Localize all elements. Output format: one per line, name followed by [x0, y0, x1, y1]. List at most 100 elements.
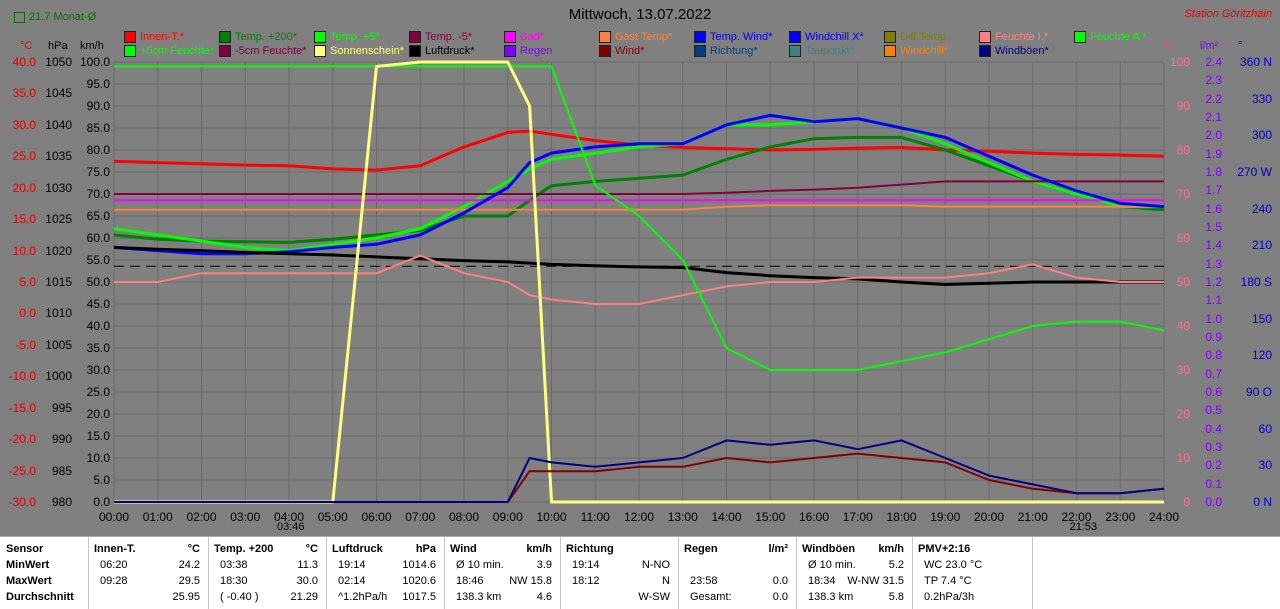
- legend-label: Wind*: [615, 45, 645, 57]
- stats-cell-label: 19:14: [572, 559, 600, 571]
- sunrise-time: 03:46: [277, 521, 305, 533]
- legend-item: -5cm Feuchte*: [219, 45, 307, 57]
- axis-tick-label: 0.4: [1205, 421, 1222, 436]
- legend-item: Feuchte I.*: [979, 31, 1048, 43]
- x-tick-label: 15:00: [755, 510, 786, 524]
- stats-column: Regen l/m² 23:58 0.0 Gesamt: 0.0: [678, 537, 797, 609]
- legend-swatch: [504, 31, 516, 43]
- legend-item: Richtung*: [694, 45, 758, 57]
- stats-cell-value: 29.5: [178, 575, 200, 587]
- stats-cell-label: 138.3 km: [456, 591, 502, 603]
- legend-item: Windchill*: [884, 45, 948, 57]
- axis-tick-label: 10.0: [12, 243, 36, 258]
- legend-item: Taupunkt*: [789, 45, 854, 57]
- stats-cell-value: 1017.5: [402, 591, 436, 603]
- legend-swatch: [504, 45, 516, 57]
- axis-tick-label: 300: [1251, 128, 1272, 143]
- axis-tick-label: 990: [51, 432, 72, 447]
- axis-tick-label: 10.0: [86, 451, 110, 465]
- weather-chart: [113, 60, 1165, 504]
- axis-tick-label: 0.7: [1205, 366, 1222, 381]
- stats-column-unit: °C: [305, 543, 318, 555]
- axis-tick-label: 15.0: [12, 212, 36, 227]
- stats-cell-label: WC 23.0 °C: [924, 559, 983, 571]
- axis-tick-label: 0.9: [1205, 330, 1222, 344]
- axis-tick-label: 80: [1176, 143, 1190, 157]
- x-tick-label: 10:00: [536, 510, 567, 524]
- axis-tick-label: -5.0: [15, 337, 36, 352]
- legend-item: Luftdruck*: [409, 45, 475, 57]
- legend-label: Richtung*: [710, 45, 758, 57]
- stats-cell-label: 18:34: [808, 575, 836, 587]
- axis-tick-label: 0.5: [1205, 403, 1222, 418]
- legend-item: Wind*: [599, 45, 644, 57]
- x-tick-label: 02:00: [186, 510, 217, 524]
- legend-item: Feuchte A.*: [1074, 31, 1147, 43]
- axis-tick-label: 25.0: [12, 149, 36, 164]
- axis-tick-label: 65.0: [86, 209, 110, 223]
- legend-swatch: [979, 31, 991, 43]
- pressure-unit-label: hPa: [48, 40, 68, 52]
- legend-swatch: [124, 31, 136, 43]
- x-tick-label: 13:00: [667, 510, 698, 524]
- x-tick-label: 14:00: [711, 510, 742, 524]
- stats-cell-value: 3.9: [536, 559, 552, 571]
- axis-tick-label: 150: [1251, 311, 1272, 326]
- axis-tick-label: 240: [1251, 201, 1272, 216]
- legend-swatch: [1074, 31, 1086, 43]
- axis-tick-label: 60: [1258, 421, 1272, 436]
- legend-swatch: [314, 31, 326, 43]
- stats-cell-value: 30.0: [296, 575, 318, 587]
- legend-label: Feuchte I.*: [995, 31, 1049, 43]
- axis-tick-label: 1.7: [1205, 183, 1222, 198]
- axis-tick-label: 0.0: [1205, 495, 1222, 509]
- axis-tick-label: 270 W: [1237, 165, 1272, 179]
- x-tick-label: 18:00: [886, 510, 917, 524]
- axis-tick-label: 995: [51, 400, 72, 415]
- axis-tick-label: -10.0: [8, 369, 36, 384]
- x-tick-label: 17:00: [842, 510, 873, 524]
- axis-tick-label: 90 O: [1245, 385, 1272, 399]
- x-tick-label: 04:00: [273, 510, 305, 524]
- legend-label: +5cm Feuchte*: [140, 45, 215, 57]
- direction-unit-label: °: [1238, 40, 1243, 52]
- x-tick-label: 24:00: [1148, 510, 1180, 524]
- legend-label: Innen-T.*: [140, 31, 185, 43]
- stats-cell-label: 19:14: [338, 559, 366, 571]
- axis-tick-label: 0.6: [1205, 385, 1222, 399]
- axis-tick-label: 5.0: [93, 473, 110, 487]
- axis-tick-label: 1.2: [1205, 275, 1222, 289]
- stats-cell-label: 09:28: [100, 575, 128, 587]
- stats-cell-value: W-SW: [638, 591, 670, 603]
- stats-cell-value: 24.2: [178, 559, 200, 571]
- legend-item: Diff Temp.: [884, 31, 949, 43]
- x-tick-label: 05:00: [317, 510, 348, 524]
- legend-swatch: [599, 31, 611, 43]
- stats-column-header: Regen: [684, 543, 718, 555]
- x-tick-label: 21:00: [1017, 510, 1048, 524]
- legend-swatch: [789, 45, 801, 57]
- stats-column-header: Richtung: [566, 543, 614, 555]
- axis-tick-label: 20.0: [86, 407, 110, 421]
- legend-label: Temp. +200*: [235, 31, 298, 43]
- stats-cell-value: 0.0: [772, 575, 788, 587]
- stats-cell-label: 02:14: [338, 575, 366, 587]
- axis-tick-label: 50: [1176, 275, 1190, 289]
- axis-tick-label: 1000: [45, 369, 72, 384]
- month-average-text: 21.7 Monat-Ø: [29, 11, 97, 23]
- axis-tick-label: 25.0: [86, 385, 110, 399]
- axis-tick-label: 985: [51, 463, 72, 478]
- legend-item: Temp. +200*: [219, 31, 297, 43]
- chart-title: Mittwoch, 13.07.2022: [568, 6, 712, 23]
- stats-cell-label: 138.3 km: [808, 591, 854, 603]
- axis-tick-label: 0.8: [1205, 348, 1222, 363]
- humidity-unit-label: %: [1163, 40, 1173, 52]
- axis-tick-label: 0.1: [1205, 476, 1222, 491]
- stats-column-unit: °C: [187, 543, 200, 555]
- legend-swatch: [884, 31, 896, 43]
- legend-item: Regen: [504, 45, 552, 57]
- axis-tick-label: 980: [51, 495, 72, 509]
- stats-column: Luftdruck hPa 19:14 1014.6 02:14 1020.6 ^1.2hP…: [326, 537, 445, 609]
- stats-cell-value: 1020.6: [402, 575, 436, 587]
- axis-tick-label: 55.0: [86, 253, 110, 267]
